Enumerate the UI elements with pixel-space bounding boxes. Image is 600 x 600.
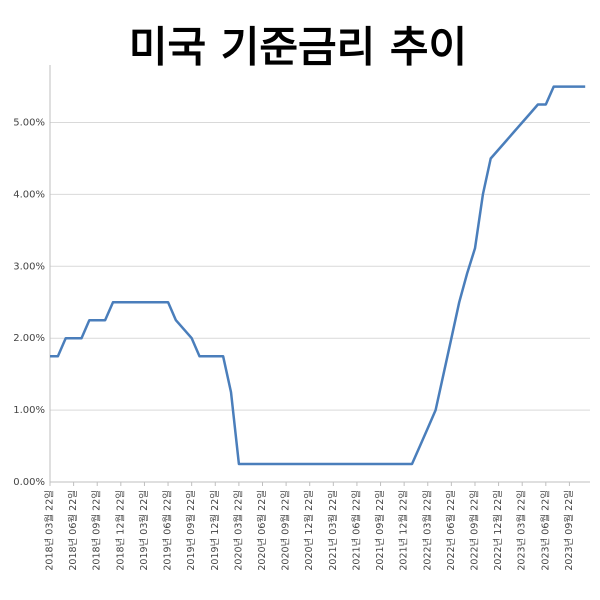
x-tick-label: 2019년 09월 22일 (185, 490, 197, 571)
x-tick-label: 2020년 03월 22일 (232, 490, 244, 571)
x-tick-label: 2021년 12월 22일 (398, 490, 410, 571)
line (50, 85, 586, 466)
x-tick-label: 2022년 09월 22일 (468, 490, 480, 571)
chart-title: 미국 기준금리 추이 (129, 23, 467, 72)
x-tick-label: 2021년 09월 22일 (374, 490, 386, 571)
x-tick-label: 2020년 06월 22일 (256, 490, 268, 571)
x-tick-label: 2018년 12월 22일 (114, 490, 126, 571)
x-tick-label: 2020년 12월 22일 (303, 490, 315, 571)
x-tick-label: 2018년 09월 22일 (91, 490, 103, 571)
x-tick-label: 2018년 06월 22일 (67, 490, 79, 571)
x-tick-label: 2019년 03월 22일 (138, 490, 150, 571)
y-tick-label: 4.00% (13, 189, 45, 200)
x-tick-label: 2022년 12월 22일 (492, 490, 504, 571)
x-tick-label: 2020년 09월 22일 (280, 490, 292, 571)
x-tick-label: 2022년 03월 22일 (421, 490, 433, 571)
y-tick-label: 1.00% (13, 405, 45, 416)
y-tick-label: 5.00% (13, 118, 45, 129)
y-tick-label: 2.00% (13, 333, 45, 344)
x-tick-label: 2022년 06월 22일 (445, 490, 457, 571)
x-tick-label: 2019년 06월 22일 (162, 490, 174, 571)
x-tick-label: 2023년 03월 22일 (516, 490, 528, 571)
x-tick-label: 2021년 06월 22일 (350, 490, 362, 571)
x-tick-label: 2023년 06월 22일 (539, 490, 551, 571)
y-tick-label: 0.00% (13, 477, 45, 488)
x-tick-label: 2021년 03월 22일 (327, 490, 339, 571)
x-tick-label: 2018년 03월 22일 (44, 490, 56, 571)
x-tick-label: 2019년 12월 22일 (209, 490, 221, 571)
y-tick-label: 3.00% (13, 261, 45, 272)
x-tick-label: 2023년 09월 22일 (563, 490, 575, 571)
